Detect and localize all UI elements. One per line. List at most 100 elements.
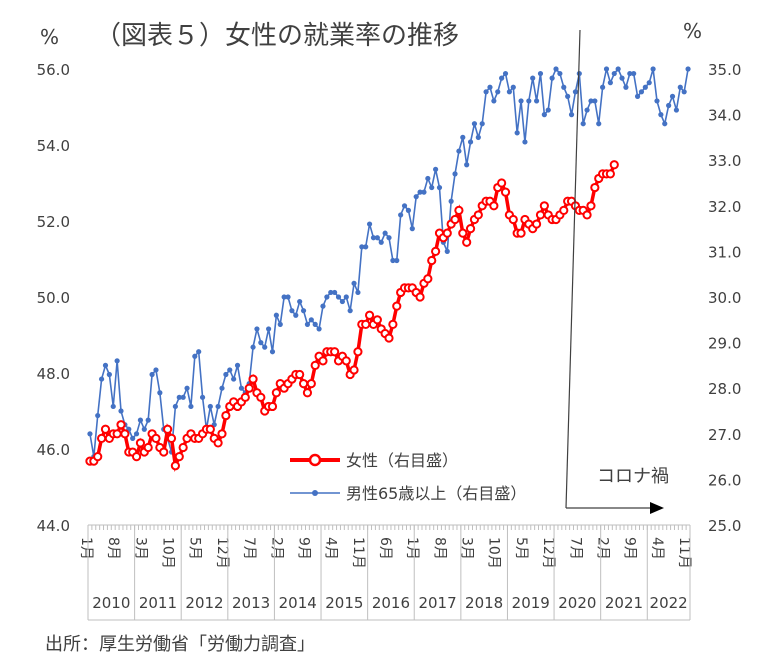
right-tick-label: 33.0 (708, 152, 741, 170)
month-tick-group: 7月 (567, 537, 583, 560)
female-point (170, 461, 180, 471)
male-65-point (149, 371, 155, 378)
female-point (205, 424, 215, 434)
male-65-point (584, 107, 590, 113)
male-65-point (677, 84, 683, 90)
male-65-point (631, 70, 637, 77)
month-tick-label: 7月 (567, 537, 583, 560)
male-65-point (460, 134, 466, 140)
month-tick-label: 12月 (214, 537, 230, 569)
male-65-point (269, 349, 276, 355)
male-65-point (390, 257, 396, 264)
male-65-point (658, 112, 664, 118)
male-65-point (611, 70, 617, 77)
male-65-point (673, 107, 680, 113)
male-65-point (258, 340, 264, 346)
female-point (244, 383, 254, 393)
male-65-point (669, 93, 676, 99)
male-65-point (502, 70, 509, 77)
male-65-point (192, 353, 198, 359)
left-axis-unit: % (40, 25, 59, 49)
female-point (361, 319, 371, 329)
male-65-point (320, 303, 326, 309)
female-point (531, 219, 542, 229)
legend-female-label: 女性（右目盛） (346, 451, 458, 470)
male-65-point (231, 376, 237, 382)
month-tick-label: 6月 (377, 537, 393, 560)
female-point (582, 210, 592, 220)
year-label: 2011 (139, 594, 177, 612)
female-point (178, 442, 188, 453)
male-65-point (141, 426, 147, 432)
male-65-point (281, 294, 287, 300)
month-tick-group: 12月 (214, 537, 230, 569)
female-point (458, 228, 468, 238)
female-point (163, 424, 173, 434)
male-65-point (545, 107, 551, 113)
month-tick-group: 5月 (513, 537, 529, 560)
male-65-point (130, 435, 136, 441)
female-point (590, 182, 600, 193)
male-65-point (634, 93, 641, 99)
male-65-point (87, 431, 93, 437)
female-point (349, 365, 359, 375)
month-tick-group: 10月 (486, 537, 502, 569)
female-point (298, 379, 309, 389)
male-65-point (499, 75, 505, 81)
male-65-point (456, 148, 462, 154)
female-point (609, 160, 619, 170)
male-65-point (351, 280, 357, 286)
year-label: 2010 (92, 594, 130, 612)
male-65-point (413, 194, 419, 200)
axes: 44.0 46.0 48.0 50.0 52.0 54.0 56.0 25.0 26.0 27.0… (37, 61, 741, 621)
male-65-point (514, 130, 520, 136)
male-65-point (553, 66, 559, 72)
female-point (256, 392, 266, 402)
male-65-point (409, 226, 415, 232)
male-65-point (95, 412, 101, 419)
month-tick-group: 11月 (350, 537, 366, 569)
year-label: 2021 (605, 594, 643, 612)
female-point (450, 214, 460, 225)
male-65-point (627, 70, 633, 77)
female-point (384, 333, 394, 343)
male-65-point (495, 89, 501, 95)
female-point (131, 452, 142, 462)
month-tick-label: 11月 (350, 537, 366, 569)
female-line (89, 164, 616, 473)
female-point (116, 420, 126, 430)
female-point (462, 237, 472, 247)
right-tick-label: 32.0 (708, 198, 741, 216)
month-tick-label: 11月 (676, 537, 692, 569)
month-tick-label: 8月 (431, 537, 447, 560)
male-65-point (568, 112, 575, 118)
legend-female-marker (308, 453, 322, 467)
male-65-point (382, 230, 388, 236)
month-tick-group: 2月 (594, 537, 610, 560)
month-tick-label: 3月 (459, 537, 475, 560)
female-point (442, 228, 452, 238)
male-65-point (405, 207, 412, 213)
female-point (166, 433, 177, 443)
female-point (306, 379, 316, 389)
male-65-point (506, 89, 512, 95)
male-65-point (223, 371, 229, 378)
month-tick-group: 10月 (160, 537, 176, 569)
male-65-point (343, 294, 349, 300)
male-65-point (421, 189, 427, 195)
male-65-point (638, 89, 645, 95)
male-65-point (475, 134, 481, 140)
male-65-point (526, 98, 532, 104)
female-point (559, 205, 569, 215)
male-65-point (234, 362, 241, 368)
female-point (271, 388, 281, 398)
female-point (143, 442, 153, 453)
month-tick-label: 2月 (594, 537, 610, 560)
male-65-point (596, 121, 602, 127)
male-65-point (436, 184, 443, 191)
month-tick-group: 4月 (323, 537, 339, 560)
male-65-point (467, 139, 474, 145)
male-65-point (607, 80, 613, 86)
month-tick-label: 4月 (649, 537, 665, 560)
